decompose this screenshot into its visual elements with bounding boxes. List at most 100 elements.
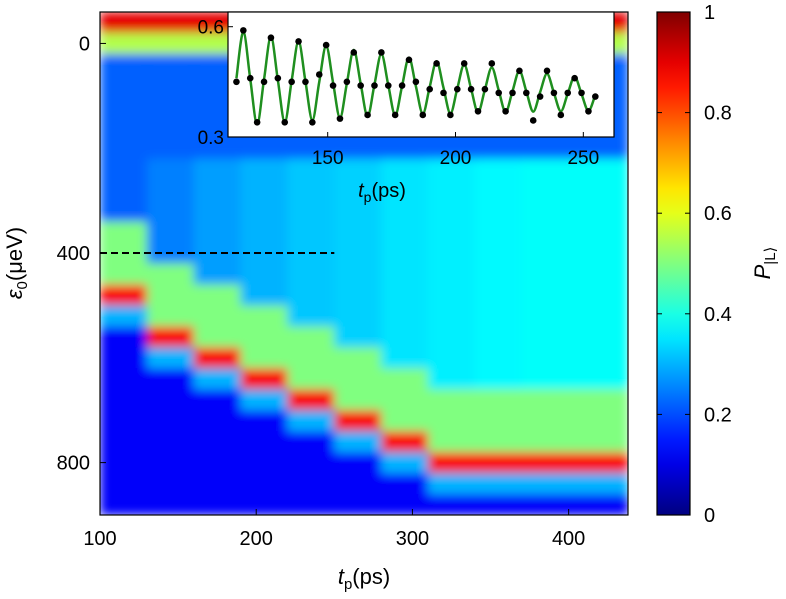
heatmap-cell: [474, 368, 523, 390]
heatmap-cell: [381, 305, 429, 327]
heatmap: [100, 12, 628, 515]
data-point: [578, 89, 585, 97]
heatmap-cell: [240, 452, 288, 474]
heatmap-cell: [334, 200, 382, 223]
data-point: [364, 111, 371, 119]
data-point: [260, 78, 268, 86]
heatmap-cell: [193, 431, 242, 453]
heatmap-cell: [100, 200, 148, 223]
data-point: [233, 78, 240, 86]
heatmap-cell: [100, 389, 148, 411]
data-point: [460, 60, 468, 67]
heatmap-cell: [240, 200, 288, 223]
y-tick-label: 800: [57, 453, 90, 475]
heatmap-cell: [428, 242, 476, 264]
data-point: [571, 74, 578, 82]
heatmap-cell: [474, 473, 523, 495]
heatmap-cell: [100, 452, 148, 474]
data-point: [447, 111, 454, 119]
heatmap-cell: [568, 347, 628, 369]
data-point: [240, 27, 247, 34]
heatmap-cell: [334, 494, 382, 515]
heatmap-cell: [334, 389, 382, 411]
inset-x-label-unit: (ps): [371, 180, 405, 202]
heatmap-cell: [193, 410, 242, 432]
heatmap-cell: [146, 53, 195, 76]
heatmap-cell: [100, 347, 148, 369]
heatmap-cell: [146, 221, 195, 244]
heatmap-cell: [428, 305, 476, 327]
y-tick-label: 400: [57, 243, 90, 265]
heatmap-cell: [146, 410, 195, 432]
data-point: [246, 74, 254, 82]
x-tick-label: 100: [83, 528, 116, 550]
data-point: [281, 118, 289, 126]
heatmap-cell: [474, 158, 523, 181]
heatmap-cell: [240, 473, 288, 495]
heatmap-cell: [568, 179, 628, 202]
heatmap-cell: [381, 137, 429, 160]
heatmap-cell: [521, 263, 570, 285]
heatmap-cell: [193, 263, 242, 285]
heatmap-cell: [568, 452, 628, 474]
data-point: [350, 49, 358, 56]
heatmap-cell: [146, 284, 195, 306]
heatmap-cell: [240, 284, 288, 306]
heatmap-cell: [521, 158, 570, 181]
heatmap-cell: [521, 137, 570, 160]
heatmap-cell: [146, 95, 195, 118]
heatmap-cell: [100, 368, 148, 390]
heatmap-cell: [381, 494, 429, 515]
heatmap-cell: [146, 32, 195, 55]
heatmap-cell: [334, 179, 382, 202]
main-axes: 100 200 300 400 0 400 800: [57, 11, 629, 550]
data-point: [474, 107, 482, 115]
fit-curve: [235, 30, 597, 126]
x-label-unit: (ps): [352, 564, 390, 589]
heatmap-cell: [287, 221, 335, 244]
data-point: [536, 93, 544, 100]
heatmap-cell: [428, 326, 476, 348]
heatmap-cell: [334, 326, 382, 348]
heatmap-cell: [474, 494, 523, 515]
colorbar-tick-label: 0.2: [704, 404, 732, 426]
heatmap-cell: [381, 368, 429, 390]
heatmap-cell: [521, 410, 570, 432]
heatmap-cell: [240, 242, 288, 264]
y-axis-label: ε0(μeV): [2, 227, 31, 299]
heatmap-cell: [381, 452, 429, 474]
heatmap-cell: [428, 200, 476, 223]
inset-x-tick-label: 250: [567, 148, 599, 169]
heatmap-cell: [474, 431, 523, 453]
heatmap-cell: [568, 263, 628, 285]
data-point: [495, 89, 503, 97]
inset-x-axis-label: tp(ps): [358, 180, 406, 205]
data-point: [253, 118, 261, 126]
heatmap-cell: [100, 12, 148, 34]
heatmap-cell: [193, 242, 242, 264]
heatmap-cell: [474, 389, 523, 411]
heatmap-cell: [146, 494, 195, 515]
heatmap-cell: [568, 410, 628, 432]
data-point: [550, 89, 558, 97]
heatmap-cell: [334, 305, 382, 327]
y-label-subscript: 0: [14, 281, 31, 289]
heatmap-cell: [193, 137, 242, 160]
heatmap-cell: [568, 494, 628, 515]
heatmap-cell: [568, 200, 628, 223]
heatmap-cell: [568, 326, 628, 348]
inset-y-tick-label: 0.6: [198, 18, 224, 39]
colorbar-label-symbol: P: [750, 264, 775, 279]
heatmap-cell: [240, 431, 288, 453]
heatmap-cell: [521, 305, 570, 327]
heatmap-cell: [568, 137, 628, 160]
colorbar: 0 0.2 0.4 0.6 0.8 1: [656, 2, 732, 527]
heatmap-cells: [100, 12, 628, 515]
colorbar-label: P|L⟩: [750, 247, 779, 280]
data-point: [523, 89, 530, 97]
heatmap-cell: [568, 368, 628, 390]
heatmap-cell: [193, 347, 242, 369]
data-point: [274, 74, 282, 82]
data-point: [384, 82, 392, 89]
heatmap-cell: [100, 431, 148, 453]
